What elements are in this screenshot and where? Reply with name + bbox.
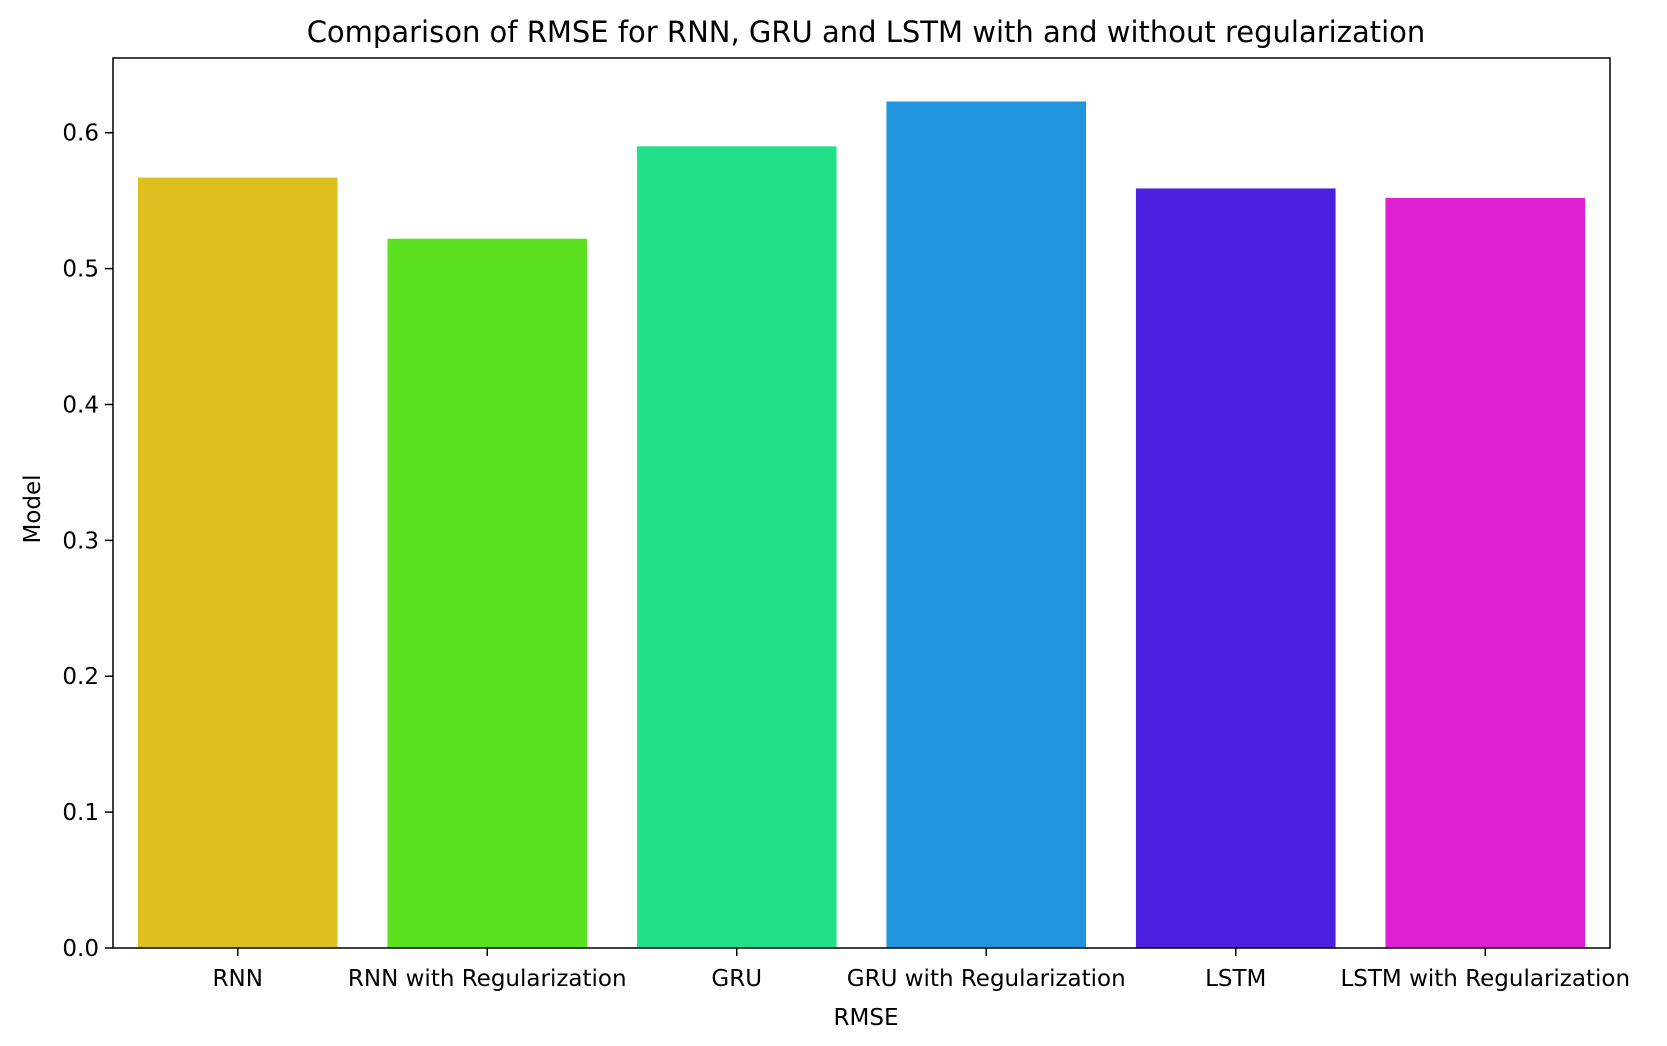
bar-2 (636, 146, 837, 948)
bar-4 (1135, 188, 1336, 948)
chart-title: Comparison of RMSE for RNN, GRU and LSTM… (307, 15, 1426, 49)
bars-group (137, 101, 1586, 949)
x-tick-label: LSTM (1205, 966, 1266, 992)
x-tick-label: GRU (711, 966, 762, 992)
bar-0 (137, 177, 338, 949)
y-tick-label: 0.1 (62, 800, 99, 826)
y-axis: 0.0 0.1 0.2 0.3 0.4 0.5 0.6 (62, 121, 113, 962)
x-tick-label: LSTM with Regularization (1340, 966, 1630, 992)
bar-3 (886, 101, 1087, 949)
bar-1 (387, 238, 588, 949)
x-axis: RNN RNN with Regularization GRU GRU with Re… (213, 948, 1630, 992)
y-tick-label: 0.6 (62, 121, 99, 147)
y-tick-label: 0.2 (62, 664, 99, 690)
plot-frame (112, 57, 1611, 949)
x-tick-label: RNN (213, 966, 263, 992)
x-axis-label: RMSE (834, 1005, 899, 1031)
y-tick-label: 0.5 (62, 257, 99, 283)
y-tick-label: 0.0 (62, 936, 99, 962)
y-tick-label: 0.3 (62, 528, 99, 554)
y-axis-label: Model (20, 474, 46, 543)
bar-5 (1385, 197, 1586, 948)
y-tick-label: 0.4 (62, 392, 99, 418)
x-tick-label: GRU with Regularization (847, 966, 1126, 992)
x-tick-label: RNN with Regularization (348, 966, 627, 992)
